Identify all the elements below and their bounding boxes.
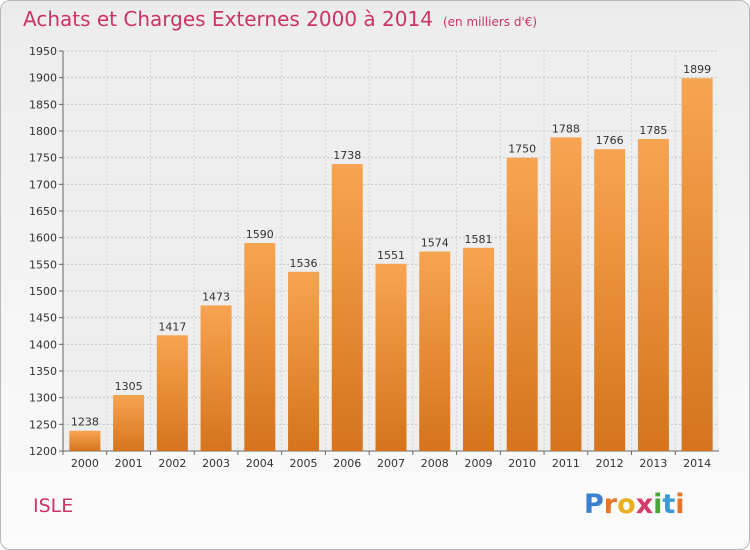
x-tick-label-2012: 2012 <box>596 457 624 470</box>
y-tick-label: 1400 <box>29 338 57 351</box>
bar-2010 <box>506 157 538 451</box>
data-label-2002: 1417 <box>158 320 186 333</box>
axes: 1200 1250 1300 1350 1400 1450 1500 1550 1600 1650… <box>29 45 719 470</box>
data-label-2001: 1305 <box>115 380 143 393</box>
y-tick-label: 1850 <box>29 98 57 111</box>
chart-title-text: Achats et Charges Externes 2000 à 2014 <box>23 7 433 31</box>
data-label-2006: 1738 <box>333 149 361 162</box>
chart-title: Achats et Charges Externes 2000 à 2014 (e… <box>23 7 537 31</box>
y-tick-label: 1750 <box>29 152 57 165</box>
y-tick-label: 1300 <box>29 392 57 405</box>
x-tick-label-2004: 2004 <box>246 457 274 470</box>
y-tick-label: 1250 <box>29 418 57 431</box>
bar-2002 <box>156 335 188 451</box>
x-tick-label-2010: 2010 <box>508 457 536 470</box>
y-tick-label: 1500 <box>29 285 57 298</box>
bar-2005 <box>288 271 320 451</box>
data-label-2010: 1750 <box>508 143 536 156</box>
bar-2009 <box>462 247 494 451</box>
data-label-2009: 1581 <box>464 233 492 246</box>
data-labels: 1238 1305 1417 1473 1590 1536 1738 1551 1574 1581… <box>71 63 711 429</box>
bar-2012 <box>594 149 626 451</box>
bar-2014 <box>681 78 713 451</box>
x-tick-label-2000: 2000 <box>71 457 99 470</box>
y-tick-label: 1550 <box>29 258 57 271</box>
x-tick-label-2002: 2002 <box>158 457 186 470</box>
data-label-2014: 1899 <box>683 63 711 76</box>
bar-2007 <box>375 263 407 451</box>
data-label-2011: 1788 <box>552 122 580 135</box>
logo-letter: o <box>617 489 636 520</box>
x-tick-label-2007: 2007 <box>377 457 405 470</box>
x-tick-label-2008: 2008 <box>421 457 449 470</box>
bar-2008 <box>419 251 451 451</box>
bar-2003 <box>200 305 232 451</box>
data-label-2005: 1536 <box>290 257 318 270</box>
chart-unit: (en milliers d'€) <box>442 15 538 29</box>
logo-letter: i <box>653 489 663 520</box>
x-tick-label-2003: 2003 <box>202 457 230 470</box>
y-tick-label: 1450 <box>29 312 57 325</box>
y-tick-label: 1650 <box>29 205 57 218</box>
logo-letter: r <box>603 489 618 520</box>
x-tick-label-2013: 2013 <box>639 457 667 470</box>
x-tick-label-2014: 2014 <box>683 457 711 470</box>
logo-letter: t <box>662 489 676 520</box>
x-tick-label-2011: 2011 <box>552 457 580 470</box>
x-tick-label-2009: 2009 <box>464 457 492 470</box>
bar-2013 <box>637 139 669 451</box>
y-tick-label: 1900 <box>29 72 57 85</box>
bar-2001 <box>113 395 145 451</box>
logo-letter: i <box>675 489 685 520</box>
data-label-2012: 1766 <box>596 134 624 147</box>
data-label-2007: 1551 <box>377 249 405 262</box>
y-tick-label: 1350 <box>29 365 57 378</box>
data-label-2004: 1590 <box>246 228 274 241</box>
bar-2011 <box>550 137 582 451</box>
y-tick-label: 1800 <box>29 125 57 138</box>
bar-2000 <box>69 430 101 451</box>
proxiti-logo: Proxiti <box>584 489 685 520</box>
bars <box>69 78 713 452</box>
data-label-2008: 1574 <box>421 237 449 250</box>
bar-2006 <box>331 164 363 452</box>
y-tick-label: 1700 <box>29 178 57 191</box>
y-tick-label: 1200 <box>29 445 57 458</box>
data-label-2003: 1473 <box>202 290 230 303</box>
x-tick-label-2006: 2006 <box>333 457 361 470</box>
y-tick-label: 1600 <box>29 232 57 245</box>
commune-name: ISLE <box>33 495 74 517</box>
x-tick-label-2001: 2001 <box>115 457 143 470</box>
x-tick-label-2005: 2005 <box>290 457 318 470</box>
data-label-2013: 1785 <box>639 124 667 137</box>
data-label-2000: 1238 <box>71 416 99 429</box>
logo-letter: x <box>635 489 654 520</box>
y-tick-label: 1950 <box>29 45 57 58</box>
bar-2004 <box>244 243 276 451</box>
logo-letter: P <box>584 489 604 520</box>
